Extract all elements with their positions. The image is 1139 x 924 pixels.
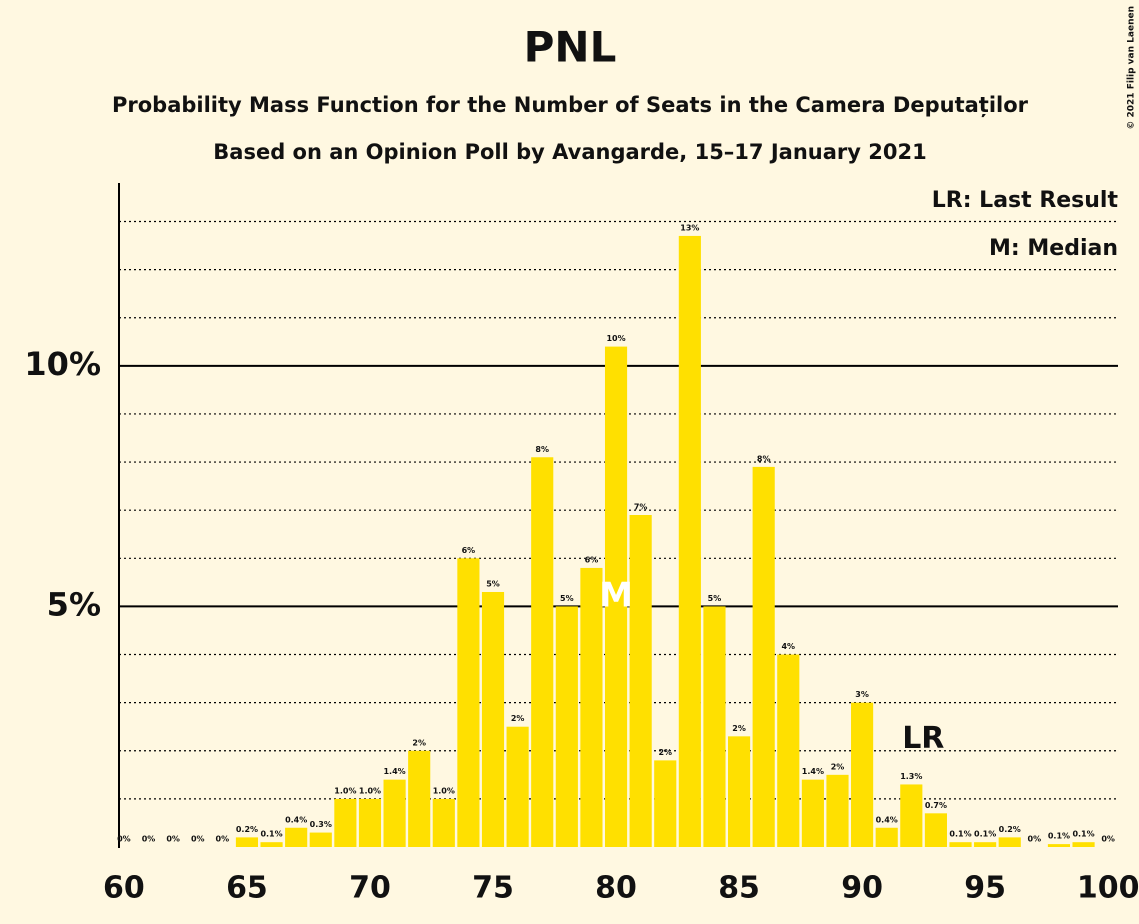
x-tick-label: 75 [472,871,514,906]
bar [998,837,1021,847]
value-label: 0.4% [876,815,898,824]
legend-entry: M: Median [989,236,1118,261]
bar [654,760,677,847]
value-label: 0.3% [310,820,332,829]
value-label: 8% [535,445,549,454]
value-label: 2% [732,724,746,733]
bar [506,726,529,847]
bar [285,827,308,847]
value-label: 5% [560,594,574,603]
value-label: 0.1% [949,830,971,839]
value-label: 0.2% [236,825,258,834]
bar [703,606,726,847]
y-tick-label: 10% [24,345,101,383]
bar [801,779,824,847]
value-label: 6% [462,546,476,555]
bar [924,813,947,847]
value-label: 0% [1101,835,1115,844]
bar [826,774,849,847]
value-label: 0% [117,835,131,844]
copyright: © 2021 Filip van Laenen [1127,6,1137,130]
value-label: 2% [511,714,525,723]
value-label: 0.1% [1048,832,1070,841]
value-label: 3% [855,690,869,699]
value-label: 1.0% [334,786,356,795]
chart-subtitle: Based on an Opinion Poll by Avangarde, 1… [213,140,926,164]
value-label: 10% [606,334,625,343]
last-result-marker: LR [902,721,944,756]
value-label: 2% [831,762,845,771]
bar [334,798,357,847]
bar [235,837,259,847]
value-label: 0.1% [1072,830,1094,839]
value-label: 0.1% [260,830,282,839]
bar [1047,844,1071,847]
bar [949,842,972,847]
x-tick-label: 70 [349,871,391,906]
chart-subtitle: Probability Mass Function for the Number… [112,93,1029,118]
value-label: 5% [486,579,500,588]
x-tick-label: 95 [964,871,1006,906]
bar [629,515,652,847]
bar [383,779,406,847]
bar [604,346,628,847]
bar [260,842,283,847]
value-label: 0% [1028,835,1042,844]
value-label: 0% [216,835,230,844]
x-tick-label: 85 [718,871,760,906]
value-label: 8% [757,454,771,463]
bar [678,235,701,847]
chart-title: PNL [524,23,617,72]
value-label: 2% [412,738,426,747]
bar [752,466,775,847]
x-tick-label: 65 [226,871,268,906]
bar [580,567,603,847]
value-label: 0% [166,835,180,844]
legend-entry: LR: Last Result [932,188,1119,213]
value-label: 0.4% [285,815,307,824]
bar [531,457,554,847]
value-label: 7% [634,503,648,512]
bar [727,736,751,847]
value-label: 1.3% [900,772,922,781]
bar [974,842,997,847]
value-label: 1.4% [802,767,824,776]
x-tick-label: 80 [595,871,637,906]
median-marker: M [599,575,633,615]
bar [457,558,480,847]
bar [777,654,800,847]
x-tick-label: 60 [103,871,145,906]
bar [875,827,898,847]
bar [358,798,382,847]
x-tick-label: 100 [1077,871,1139,906]
value-label: 0.2% [999,825,1021,834]
value-label: 0.1% [974,830,996,839]
value-label: 0% [191,835,205,844]
bar [900,784,923,847]
bar [555,606,578,847]
bar [432,798,455,847]
bar [408,750,431,847]
value-label: 5% [708,594,722,603]
value-label: 2% [658,748,672,757]
value-label: 13% [680,223,699,232]
y-tick-label: 5% [47,585,101,623]
bar [481,591,505,847]
x-tick-label: 90 [841,871,883,906]
bar [309,832,332,847]
bar [1072,842,1095,847]
bar [851,702,874,847]
value-label: 6% [585,555,599,564]
value-label: 1.4% [383,767,405,776]
value-label: 0.7% [925,801,947,810]
value-label: 0% [142,835,156,844]
value-label: 1.0% [359,786,381,795]
value-label: 1.0% [433,786,455,795]
value-label: 4% [781,642,795,651]
